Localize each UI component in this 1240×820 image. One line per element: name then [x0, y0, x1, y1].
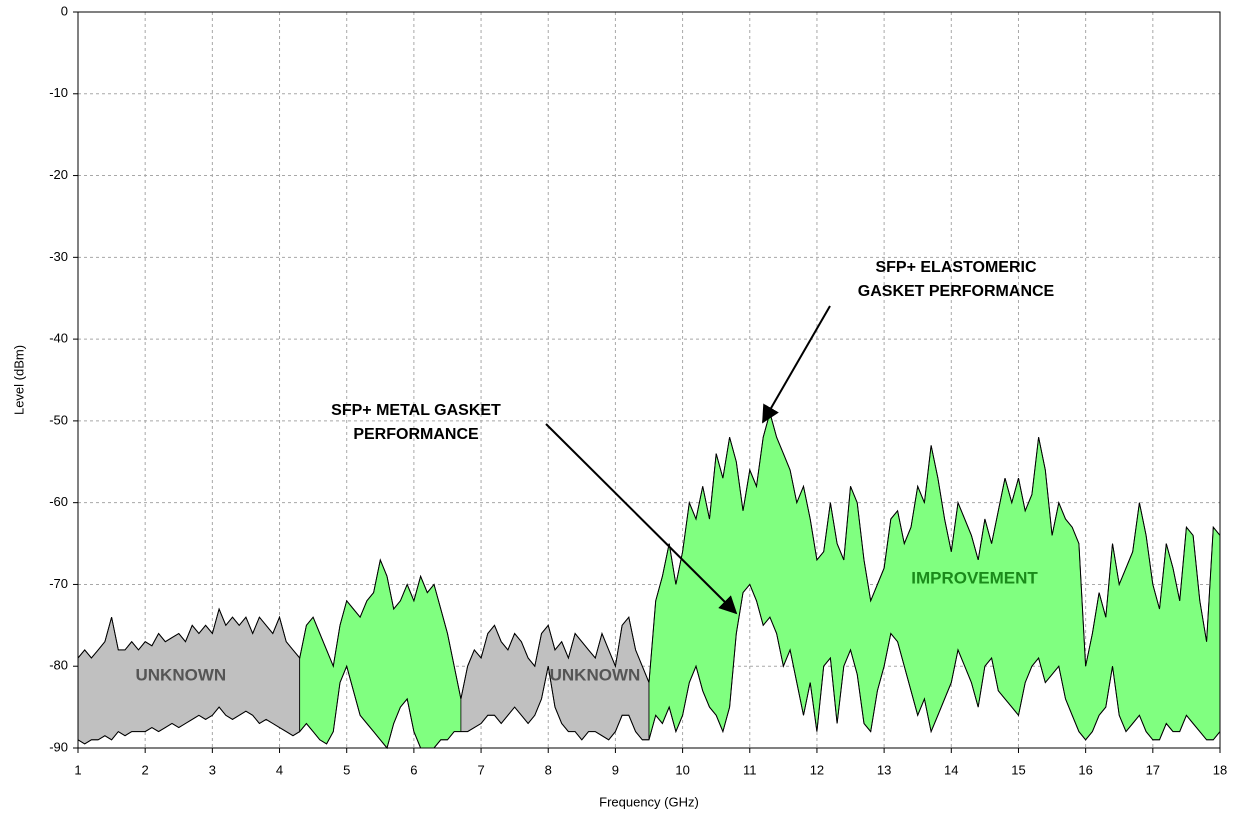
annotation-arrow [762, 305, 831, 424]
x-tick-label: 6 [410, 762, 417, 777]
x-tick-label: 12 [810, 762, 824, 777]
annotation-text: GASKET PERFORMANCE [858, 283, 1055, 300]
y-axis-label: Level (dBm) [11, 345, 26, 415]
x-tick-label: 7 [477, 762, 484, 777]
annotation-text: SFP+ ELASTOMERIC [875, 259, 1037, 276]
x-tick-label: 9 [612, 762, 619, 777]
y-tick-label: -10 [49, 85, 68, 100]
annotation-text: PERFORMANCE [353, 426, 479, 443]
x-tick-label: 14 [944, 762, 958, 777]
x-tick-label: 15 [1011, 762, 1025, 777]
plot-border [77, 11, 1221, 749]
y-tick-label: -90 [49, 739, 68, 754]
y-tick-label: -30 [49, 249, 68, 264]
x-tick-label: 16 [1078, 762, 1092, 777]
x-tick-label: 17 [1146, 762, 1160, 777]
y-tick-label: -70 [49, 576, 68, 591]
x-tick-label: 18 [1213, 762, 1227, 777]
x-tick-label: 10 [675, 762, 689, 777]
region-fill [299, 558, 462, 749]
y-tick-label: -60 [49, 494, 68, 509]
annotation-text: SFP+ METAL GASKET [331, 402, 501, 419]
x-tick-label: 2 [142, 762, 149, 777]
annotation-arrow [545, 423, 738, 615]
upper-trace [77, 410, 1221, 700]
y-tick-label: -80 [49, 658, 68, 673]
x-tick-label: 13 [877, 762, 891, 777]
region-label: UNKNOWN [136, 665, 227, 684]
lower-trace [77, 583, 1221, 750]
region-label: IMPROVEMENT [911, 568, 1038, 587]
x-tick-label: 4 [276, 762, 283, 777]
x-tick-label: 8 [545, 762, 552, 777]
y-tick-label: -50 [49, 412, 68, 427]
y-tick-label: 0 [61, 3, 68, 18]
y-tick-label: -40 [49, 331, 68, 346]
region-label: UNKNOWN [550, 665, 641, 684]
x-tick-label: 3 [209, 762, 216, 777]
x-tick-label: 1 [74, 762, 81, 777]
x-axis-label: Frequency (GHz) [599, 794, 699, 809]
x-tick-label: 5 [343, 762, 350, 777]
x-tick-label: 11 [743, 762, 757, 777]
y-tick-label: -20 [49, 167, 68, 182]
